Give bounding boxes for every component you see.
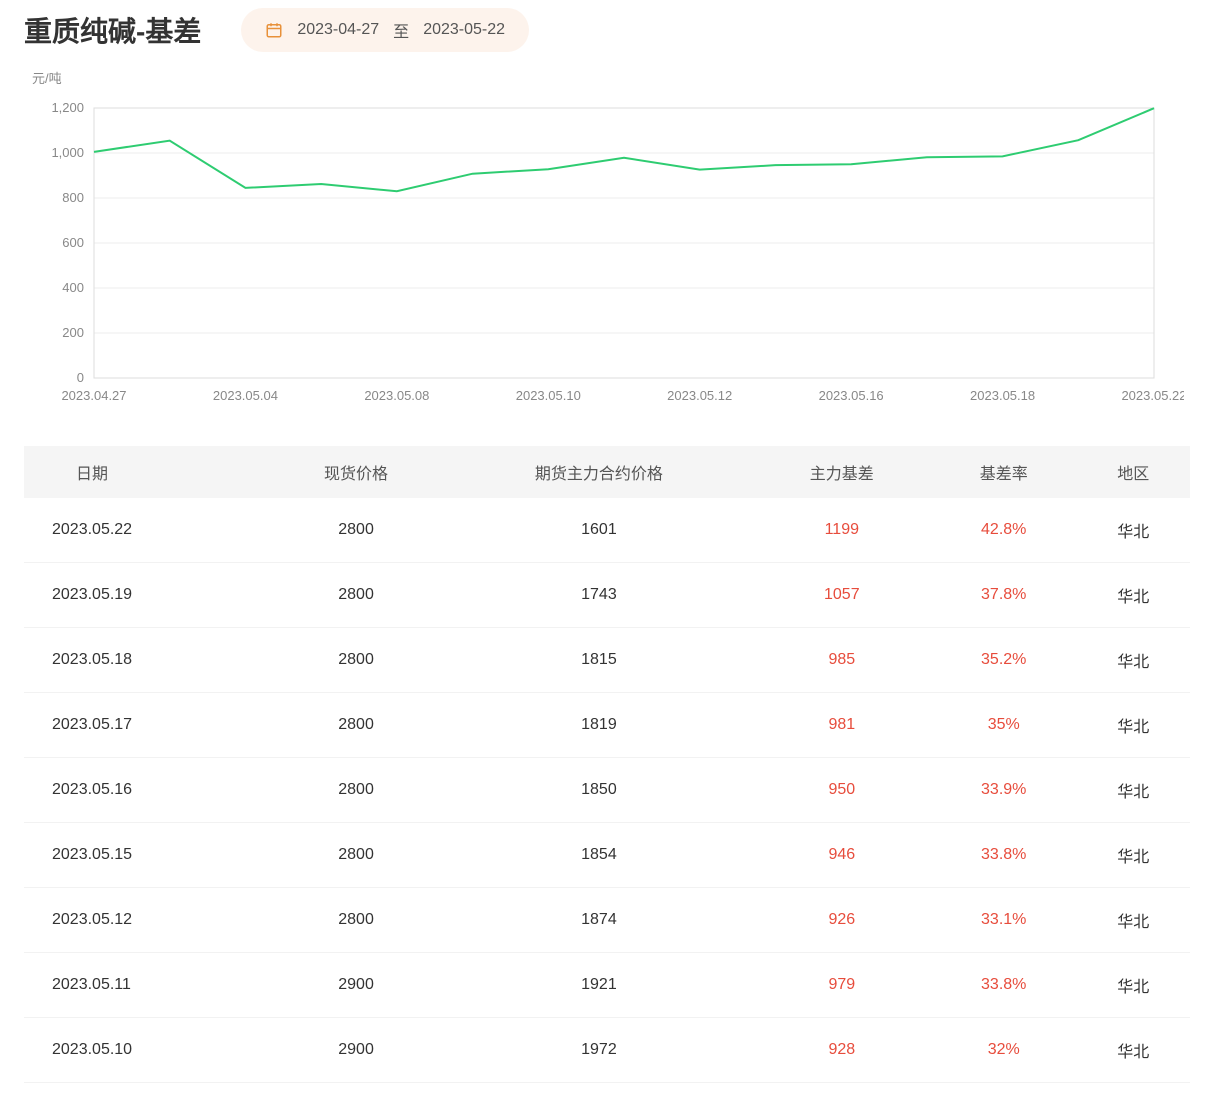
svg-text:2023.04.27: 2023.04.27	[61, 388, 126, 403]
line-chart-svg: 0 200 400 600 800 1,000 1,200 2023.04.27 2023.05…	[24, 78, 1184, 418]
table-cell: 1057	[753, 563, 931, 628]
table-cell: 1874	[445, 888, 753, 953]
date-to: 2023-05-22	[423, 21, 505, 39]
table-row: 2023.05.182800181598535.2%华北	[24, 628, 1190, 693]
table-cell: 1854	[445, 823, 753, 888]
date-from: 2023-04-27	[297, 21, 379, 39]
table-cell: 华北	[1077, 563, 1190, 628]
table-cell: 37.8%	[931, 563, 1077, 628]
table-cell: 2023.05.12	[24, 888, 267, 953]
table-cell: 2023.05.16	[24, 758, 267, 823]
svg-text:2023.05.18: 2023.05.18	[970, 388, 1035, 403]
page-title: 重质纯碱-基差	[24, 10, 201, 50]
table-cell: 2023.05.11	[24, 953, 267, 1018]
table-cell: 32%	[931, 1018, 1077, 1083]
table-cell: 2800	[267, 563, 445, 628]
table-cell: 1921	[445, 953, 753, 1018]
svg-text:800: 800	[62, 190, 84, 205]
table-cell: 2023.05.15	[24, 823, 267, 888]
table-cell: 928	[753, 1018, 931, 1083]
table-row: 2023.05.122800187492633.1%华北	[24, 888, 1190, 953]
table-cell: 981	[753, 693, 931, 758]
table-cell: 35%	[931, 693, 1077, 758]
table-header-cell: 基差率	[931, 446, 1077, 498]
table-cell: 2800	[267, 758, 445, 823]
table-header-row: 日期现货价格期货主力合约价格主力基差基差率地区	[24, 446, 1190, 498]
table-cell: 2800	[267, 693, 445, 758]
table-cell: 926	[753, 888, 931, 953]
table-cell: 1199	[753, 498, 931, 563]
table-row: 2023.05.2228001601119942.8%华北	[24, 498, 1190, 563]
table-cell: 33.1%	[931, 888, 1077, 953]
table-cell: 1819	[445, 693, 753, 758]
svg-text:2023.05.08: 2023.05.08	[364, 388, 429, 403]
table-cell: 42.8%	[931, 498, 1077, 563]
table-cell: 985	[753, 628, 931, 693]
date-sep: 至	[393, 18, 409, 42]
svg-text:200: 200	[62, 325, 84, 340]
table-row: 2023.05.1928001743105737.8%华北	[24, 563, 1190, 628]
table-cell: 2023.05.19	[24, 563, 267, 628]
table-cell: 2023.05.18	[24, 628, 267, 693]
table-cell: 33.8%	[931, 823, 1077, 888]
table-cell: 2023.05.22	[24, 498, 267, 563]
svg-text:0: 0	[77, 370, 84, 385]
table-cell: 华北	[1077, 1018, 1190, 1083]
svg-text:1,000: 1,000	[51, 145, 84, 160]
table-cell: 2900	[267, 953, 445, 1018]
table-cell: 华北	[1077, 628, 1190, 693]
svg-text:2023.05.04: 2023.05.04	[213, 388, 278, 403]
table-cell: 2023.05.17	[24, 693, 267, 758]
table-cell: 2900	[267, 1018, 445, 1083]
svg-text:2023.05.16: 2023.05.16	[819, 388, 884, 403]
table-cell: 946	[753, 823, 931, 888]
table-cell: 华北	[1077, 498, 1190, 563]
y-axis-unit: 元/吨	[32, 68, 62, 87]
table-cell: 华北	[1077, 888, 1190, 953]
table-cell: 35.2%	[931, 628, 1077, 693]
table-row: 2023.05.172800181998135%华北	[24, 693, 1190, 758]
table-cell: 1850	[445, 758, 753, 823]
basis-chart: 元/吨 02004006008001,0001,2002023.04.27202…	[24, 78, 1190, 418]
table-cell: 2800	[267, 823, 445, 888]
svg-text:600: 600	[62, 235, 84, 250]
table-cell: 33.8%	[931, 953, 1077, 1018]
table-cell: 33.9%	[931, 758, 1077, 823]
svg-text:400: 400	[62, 280, 84, 295]
table-cell: 华北	[1077, 953, 1190, 1018]
table-cell: 华北	[1077, 823, 1190, 888]
svg-text:2023.05.22: 2023.05.22	[1121, 388, 1184, 403]
table-row: 2023.05.152800185494633.8%华北	[24, 823, 1190, 888]
table-row: 2023.05.162800185095033.9%华北	[24, 758, 1190, 823]
table-header-cell: 现货价格	[267, 446, 445, 498]
table-cell: 950	[753, 758, 931, 823]
table-header-cell: 主力基差	[753, 446, 931, 498]
table-cell: 2800	[267, 498, 445, 563]
calendar-icon	[265, 21, 283, 39]
table-header-cell: 日期	[24, 446, 267, 498]
table-row: 2023.05.112900192197933.8%华北	[24, 953, 1190, 1018]
table-cell: 979	[753, 953, 931, 1018]
table-cell: 2800	[267, 628, 445, 693]
table-header-cell: 期货主力合约价格	[445, 446, 753, 498]
table-cell: 1972	[445, 1018, 753, 1083]
table-cell: 2800	[267, 888, 445, 953]
svg-text:1,200: 1,200	[51, 100, 84, 115]
table-body: 2023.05.2228001601119942.8%华北2023.05.192…	[24, 498, 1190, 1083]
date-range-picker[interactable]: 2023-04-27 至 2023-05-22	[241, 8, 529, 52]
table-cell: 华北	[1077, 693, 1190, 758]
table-cell: 2023.05.10	[24, 1018, 267, 1083]
table-cell: 1601	[445, 498, 753, 563]
svg-text:2023.05.12: 2023.05.12	[667, 388, 732, 403]
table-header-cell: 地区	[1077, 446, 1190, 498]
svg-text:2023.05.10: 2023.05.10	[516, 388, 581, 403]
page-header: 重质纯碱-基差 2023-04-27 至 2023-05-22	[24, 0, 1190, 68]
table-row: 2023.05.102900197292832%华北	[24, 1018, 1190, 1083]
basis-table: 日期现货价格期货主力合约价格主力基差基差率地区 2023.05.22280016…	[24, 446, 1190, 1083]
table-cell: 华北	[1077, 758, 1190, 823]
table-cell: 1815	[445, 628, 753, 693]
table-cell: 1743	[445, 563, 753, 628]
